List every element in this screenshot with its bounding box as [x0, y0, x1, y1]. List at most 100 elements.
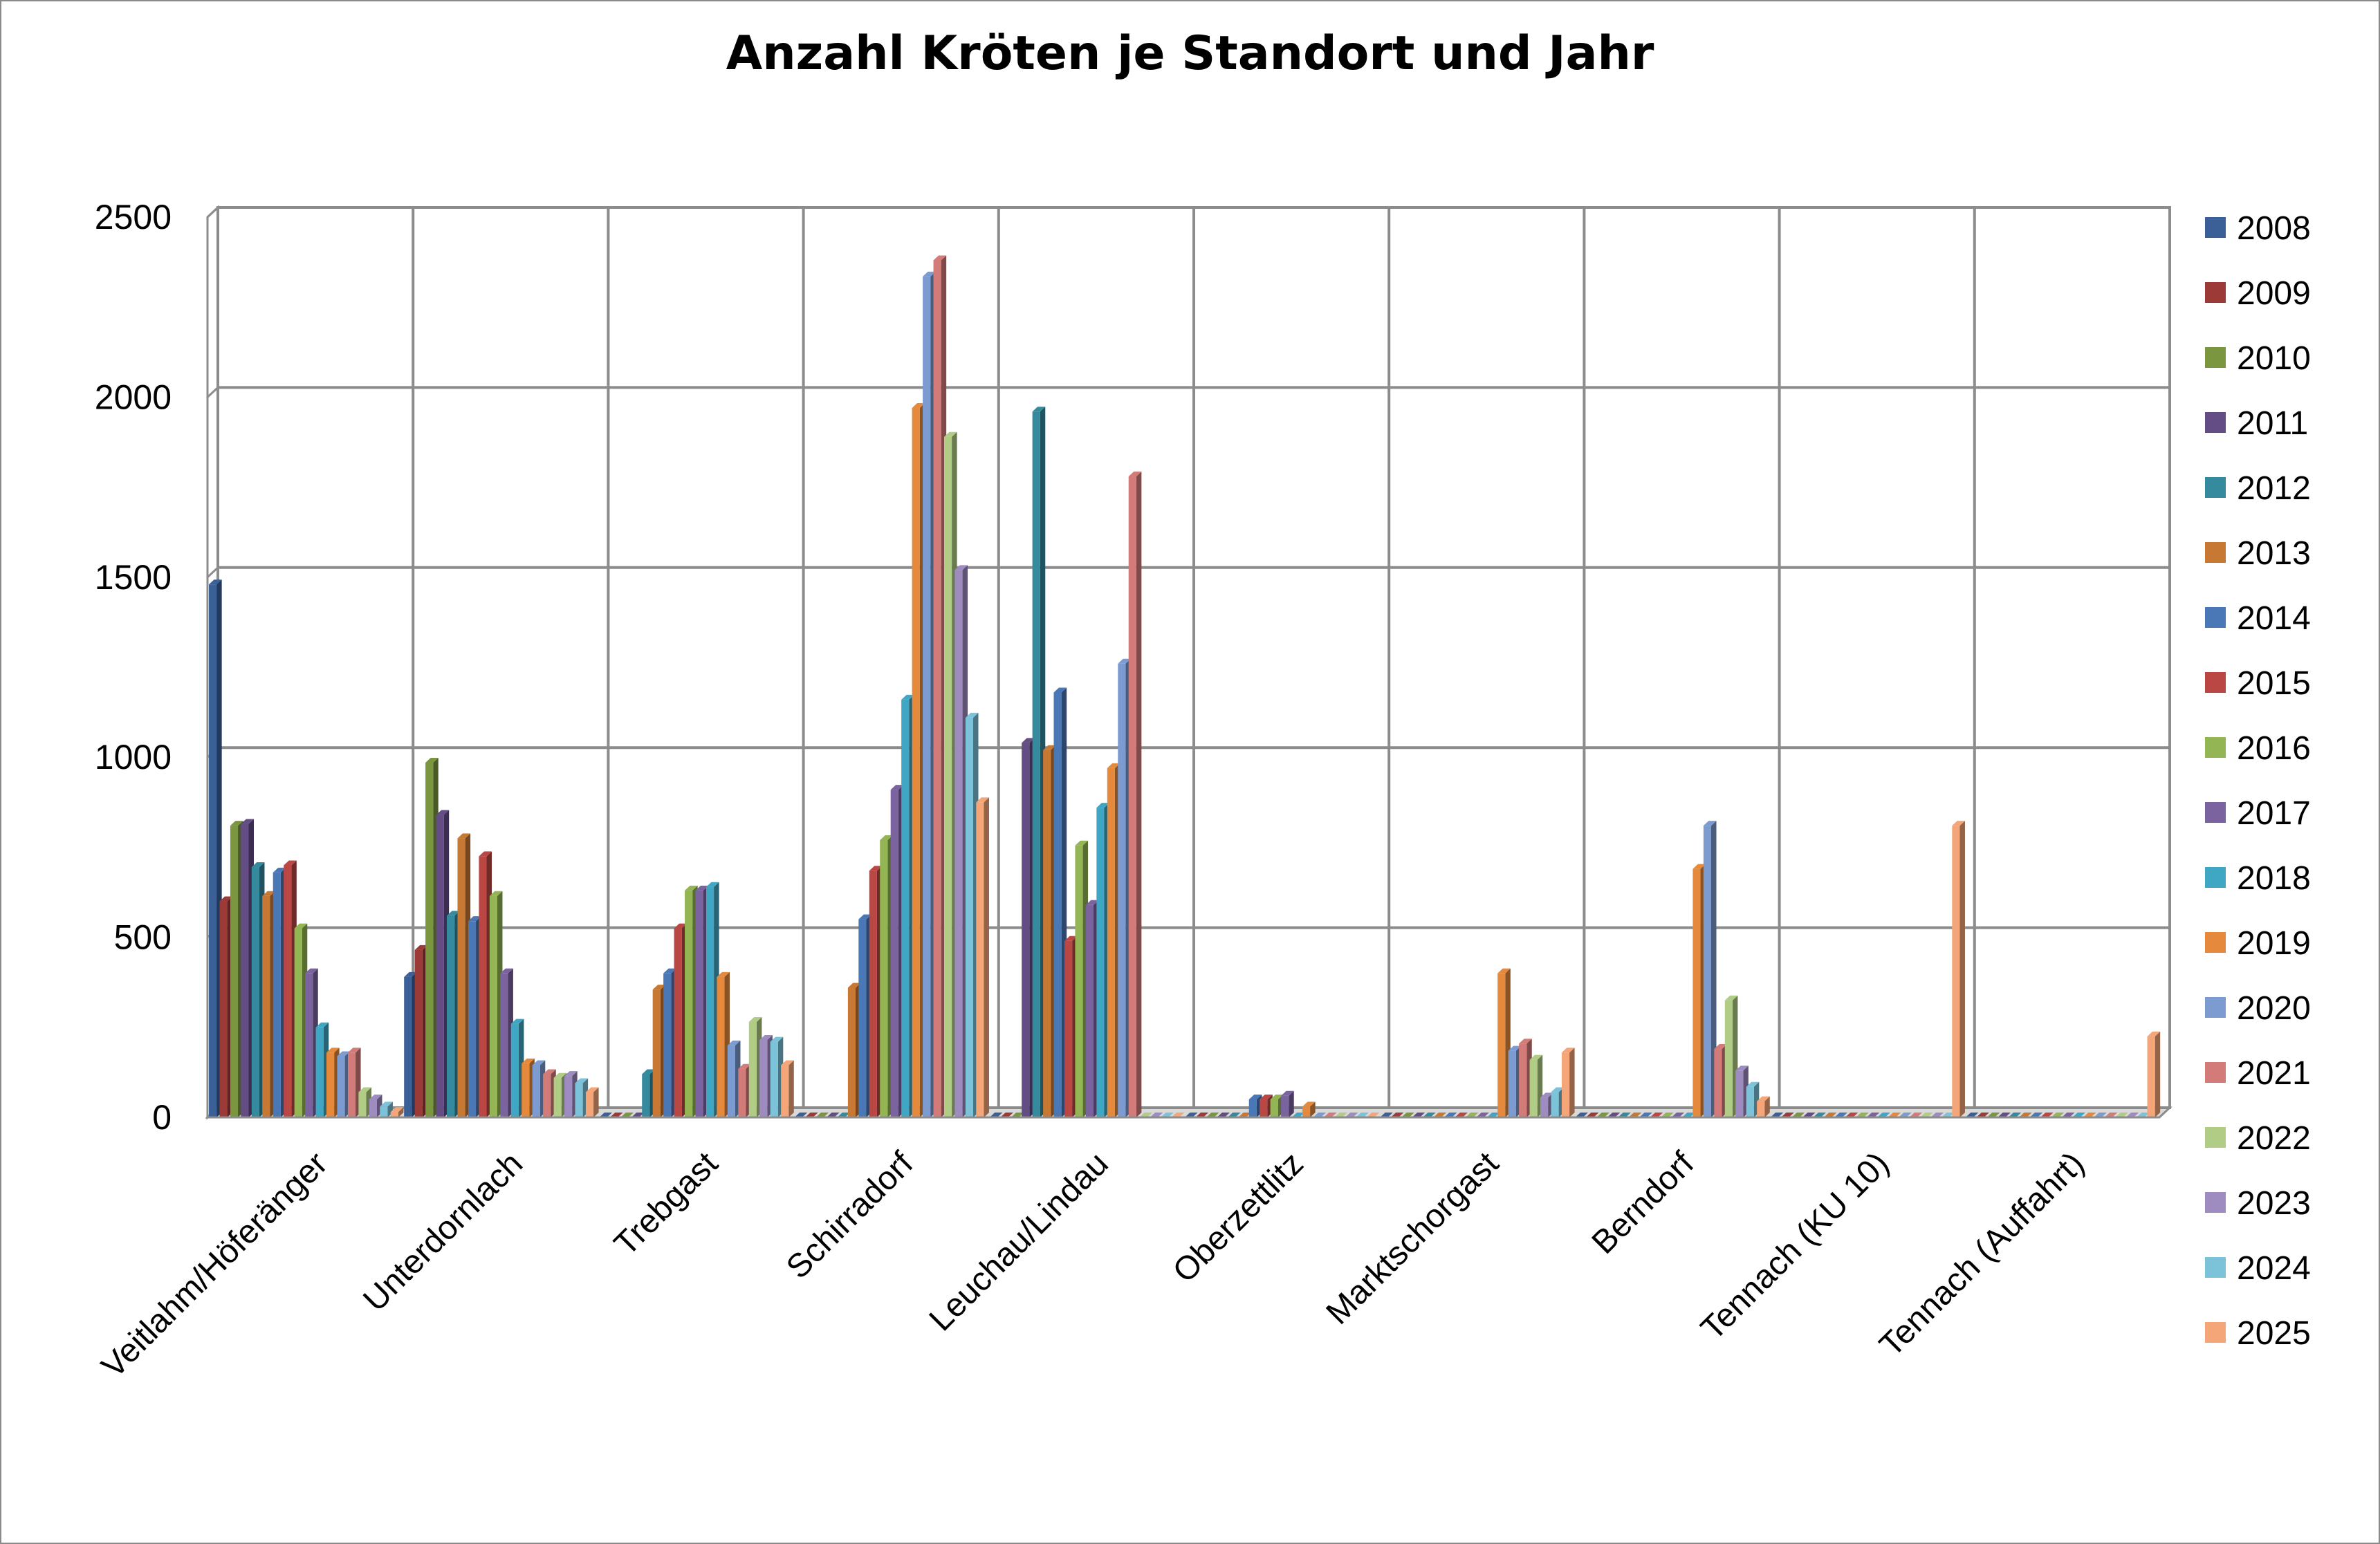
- bar: [1866, 1113, 1880, 1117]
- bar-top: [262, 891, 275, 896]
- bar-top: [2061, 1113, 2075, 1117]
- x-tick-label: Schirradorf: [780, 1145, 921, 1286]
- bar: [1596, 1113, 1609, 1117]
- legend-label: 2020: [2237, 990, 2311, 1027]
- bar: [1323, 1113, 1337, 1117]
- legend-swatch: [2205, 1257, 2226, 1278]
- bar-top: [923, 271, 936, 277]
- x-tick-label: Leuchau/Lindau: [923, 1145, 1116, 1338]
- bar-top: [695, 885, 709, 891]
- bar: [609, 1113, 623, 1117]
- legend-item: 2024: [2205, 1250, 2311, 1287]
- bar: [2147, 1031, 2161, 1117]
- bar: [1671, 1113, 1685, 1117]
- bar-top: [1551, 1087, 1565, 1092]
- bar-top: [717, 971, 730, 977]
- bar: [1281, 1090, 1294, 1117]
- bar-top: [1746, 1081, 1760, 1087]
- bar: [2094, 1113, 2107, 1117]
- legend-item: 2014: [2205, 600, 2311, 637]
- bar-top: [1171, 1113, 1185, 1117]
- bar-top: [553, 1072, 567, 1078]
- bar-top: [532, 1060, 546, 1066]
- legend-item: 2008: [2205, 210, 2311, 247]
- bar-top: [305, 968, 318, 974]
- bar: [1380, 1113, 1393, 1117]
- bar-front: [1757, 1101, 1765, 1117]
- legend-swatch: [2205, 542, 2226, 563]
- bar-top: [1781, 1113, 1794, 1117]
- bar-side: [984, 797, 989, 1117]
- legend-label: 2024: [2237, 1250, 2311, 1287]
- bar: [620, 1113, 634, 1117]
- bar: [1965, 1113, 1979, 1117]
- legend-label: 2021: [2237, 1055, 2311, 1092]
- legend-swatch: [2205, 737, 2226, 758]
- bar-top: [727, 1040, 741, 1045]
- bar: [1161, 1113, 1174, 1117]
- bar: [1185, 1113, 1198, 1117]
- bar-top: [1724, 995, 1738, 1001]
- bar-top: [976, 797, 989, 803]
- bar: [1171, 1113, 1185, 1117]
- bar-front: [251, 867, 259, 1117]
- bar: [1888, 1113, 1901, 1117]
- bar-top: [869, 866, 883, 871]
- bar-front: [1692, 868, 1701, 1117]
- x-tick-label: Unterdornlach: [356, 1145, 530, 1319]
- legend-label: 2022: [2237, 1120, 2311, 1157]
- bar: [1998, 1113, 2011, 1117]
- bar-front: [1032, 411, 1040, 1117]
- bar-top: [1998, 1113, 2011, 1117]
- bar-top: [1465, 1113, 1479, 1117]
- bar-top: [652, 985, 666, 990]
- bar-front: [489, 895, 497, 1117]
- bar-top: [1497, 968, 1511, 974]
- bar-top: [2008, 1113, 2022, 1117]
- bar-front: [1043, 750, 1051, 1117]
- legend-item: 2013: [2205, 535, 2311, 572]
- bar: [1366, 1113, 1380, 1117]
- bar: [1941, 1113, 1955, 1117]
- legend-item: 2021: [2205, 1055, 2311, 1092]
- bar: [2104, 1113, 2118, 1117]
- bar-front: [652, 989, 661, 1117]
- bar-front: [770, 1041, 778, 1117]
- bar: [1802, 1113, 1816, 1117]
- bar-top: [837, 1113, 851, 1117]
- bar: [1334, 1113, 1348, 1117]
- bar: [1401, 1113, 1414, 1117]
- bar-top: [1823, 1113, 1837, 1117]
- legend-swatch: [2205, 282, 2226, 303]
- bar-top: [1952, 821, 1965, 826]
- bar-front: [1128, 476, 1136, 1117]
- bar: [599, 1113, 613, 1117]
- bar: [1302, 1101, 1316, 1117]
- bar-top: [1248, 1094, 1262, 1099]
- grid-layer: [205, 205, 2173, 1120]
- bar-top: [294, 923, 308, 929]
- legend-swatch: [2205, 1062, 2226, 1083]
- legend-swatch: [2205, 802, 2226, 823]
- bar-front: [1540, 1097, 1549, 1117]
- bar-top: [1356, 1113, 1369, 1117]
- legend-item: 2015: [2205, 665, 2311, 702]
- bar-front: [294, 928, 302, 1117]
- bar-top: [815, 1113, 829, 1117]
- bar-front: [1551, 1092, 1559, 1117]
- bar-top: [705, 882, 719, 887]
- bar: [1813, 1113, 1827, 1117]
- bar-top: [1238, 1113, 1251, 1117]
- bar: [989, 1113, 1003, 1117]
- bar-front: [976, 802, 984, 1117]
- bar: [2083, 1113, 2096, 1117]
- bar-top: [1433, 1113, 1447, 1117]
- bar-front: [347, 1052, 356, 1117]
- bar-top: [1032, 407, 1046, 412]
- bar-top: [1703, 821, 1717, 826]
- bar: [1899, 1113, 1912, 1117]
- legend-item: 2022: [2205, 1120, 2311, 1157]
- bar-side: [398, 1107, 404, 1117]
- bar-top: [390, 1107, 404, 1113]
- legend-item: 2010: [2205, 340, 2311, 377]
